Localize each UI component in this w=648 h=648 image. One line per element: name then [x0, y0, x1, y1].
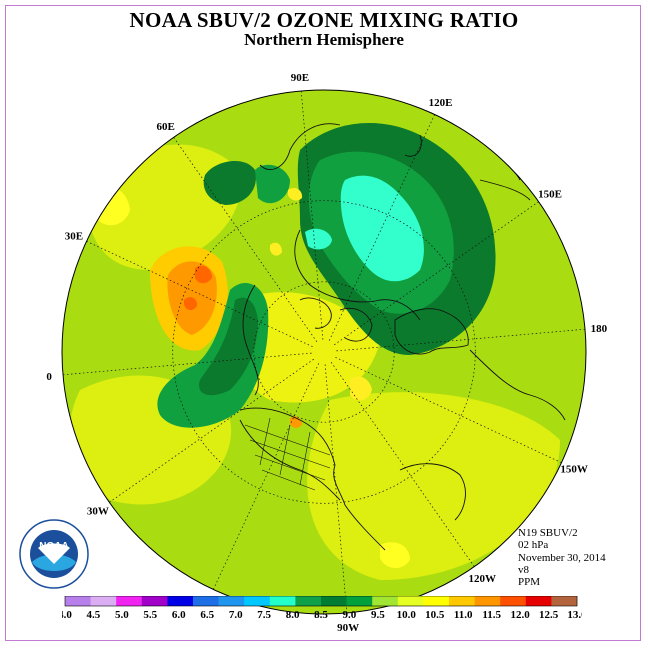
colorbar-tick-label: 12.0: [510, 609, 530, 621]
colorbar-swatch: [321, 596, 347, 606]
colorbar-swatch: [397, 596, 424, 606]
meridian-line: [333, 201, 539, 346]
map-boundary: [61, 89, 587, 615]
colorbar-tick-label: 10.5: [425, 609, 445, 621]
colorbar-swatch: [525, 596, 552, 606]
meridian-line: [173, 137, 318, 343]
meridian-line: [334, 356, 562, 464]
colorbar-swatch: [346, 596, 373, 606]
meridian-line: [335, 328, 586, 352]
longitude-label: 60E: [157, 121, 175, 133]
colorbar-swatch: [449, 596, 475, 606]
colorbar-swatch: [295, 596, 322, 606]
longitude-labels: 90E60E30E030W60W90W120W150W180150E120E: [46, 72, 607, 634]
latitude-circle: [253, 281, 395, 423]
longitude-label: 150W: [560, 464, 588, 476]
latitude-circle: [172, 200, 476, 504]
colorbar-swatch: [193, 596, 219, 606]
colorbar-tick-label: 12.5: [539, 609, 559, 621]
meridian-line: [212, 362, 320, 590]
colorbar-swatch: [423, 596, 450, 606]
map-title: NOAA SBUV/2 OZONE MIXING RATIO: [129, 8, 519, 32]
dataset-info: N19 SBUV/2 02 hPa November 30, 2014 v8 P…: [518, 527, 606, 588]
coastlines: [239, 123, 566, 551]
colorbar-swatch: [116, 596, 143, 606]
meridian-line: [109, 358, 315, 503]
logo-text: NOAA: [39, 541, 68, 552]
colorbar-tick-label: 9.5: [371, 609, 385, 621]
longitude-label: 0: [46, 371, 52, 383]
colorbar-tick-label: 10.0: [397, 609, 417, 621]
longitude-label: 150E: [538, 189, 562, 201]
meridian-line: [62, 352, 313, 376]
colorbar-tick-label: 11.5: [482, 609, 501, 621]
colorbar-tick-label: 5.0: [115, 609, 129, 621]
colorbar-tick-label: 6.5: [200, 609, 214, 621]
meridian-line: [86, 240, 314, 348]
noaa-logo: NOAA: [19, 519, 89, 589]
color-scale-bar: 4.0 4.5 5.0 5.5 6.0 6.5 7.0 7.5 8.0 8.5 9.0 9.5 10.0…: [62, 596, 582, 621]
map-subtitle: Northern Hemisphere: [244, 30, 404, 49]
longitude-label: 120E: [429, 97, 453, 109]
longitude-label: 30E: [65, 230, 83, 242]
colorbar-swatch: [551, 596, 578, 606]
version-label: v8: [518, 563, 529, 576]
colorbar-tick-label: 9.0: [343, 609, 357, 621]
date-label: November 30, 2014: [518, 551, 606, 564]
colorbar-swatch: [500, 596, 527, 606]
graticule-lines: [62, 90, 586, 614]
longitude-label: 30W: [87, 505, 109, 517]
colorbar-swatch: [167, 596, 194, 606]
satellite-label: N19 SBUV/2: [518, 527, 578, 539]
colorbar-tick-label: 4.5: [87, 609, 101, 621]
meridian-line: [324, 363, 348, 614]
longitude-label: 120W: [469, 573, 497, 585]
colorbar-tick-label: 13.0: [567, 609, 582, 621]
colorbar-tick-label: 11.0: [454, 609, 473, 621]
colorbar-swatch: [65, 596, 91, 606]
colorbar-border: [64, 596, 578, 607]
colorbar-tick-label: 8.5: [314, 609, 328, 621]
colorbar-tick-label: 8.0: [286, 609, 300, 621]
colorbar-tick-label: 4.0: [62, 609, 72, 621]
colorbar-swatch: [474, 596, 501, 606]
pressure-level-label: 02 hPa: [518, 539, 549, 552]
colorbar-tick-label: 7.5: [257, 609, 271, 621]
meridian-line: [330, 361, 475, 567]
colorbar-tick-label: 5.5: [143, 609, 157, 621]
colorbar-swatch: [90, 596, 117, 606]
meridian-line: [328, 114, 436, 342]
colorbar-swatch: [269, 596, 296, 606]
units-label: PPM: [518, 576, 541, 589]
colorbar-swatch: [218, 596, 245, 606]
colorbar-tick-label: 6.0: [172, 609, 186, 621]
colorbar-swatch: [141, 596, 168, 606]
meridian-line: [300, 90, 324, 341]
longitude-label: 90W: [337, 622, 359, 634]
colorbar-tick-label: 7.0: [229, 609, 243, 621]
longitude-label: 90E: [291, 72, 309, 84]
longitude-label: 180: [591, 323, 608, 335]
us-state-borders: [244, 417, 331, 491]
colorbar-swatch: [372, 596, 399, 606]
colorbar-swatch: [244, 596, 271, 606]
